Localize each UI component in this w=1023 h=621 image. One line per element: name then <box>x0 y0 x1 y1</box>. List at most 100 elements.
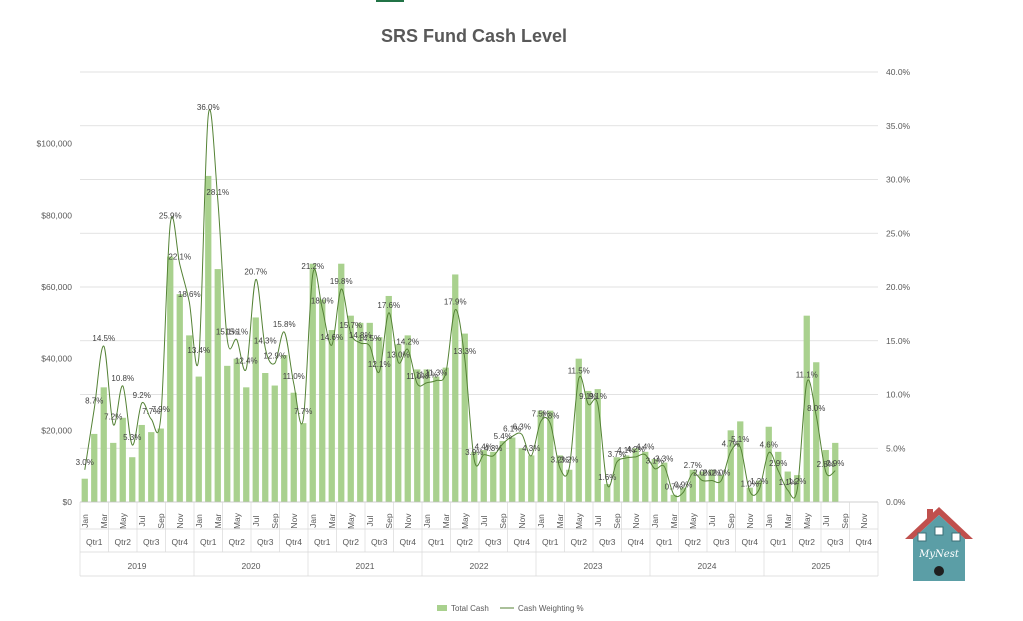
x-quarter-label: Qtr3 <box>713 537 730 547</box>
data-label-cash-weighting: 2.8% <box>817 460 835 469</box>
y-right-tick-label: 0.0% <box>886 497 906 507</box>
bar-total-cash <box>148 432 155 502</box>
bar-total-cash <box>699 471 706 502</box>
bar-total-cash <box>613 457 620 502</box>
y-right-tick-label: 15.0% <box>886 336 911 346</box>
data-label-cash-weighting: 14.6% <box>320 333 343 342</box>
bar-total-cash <box>566 469 573 502</box>
bar-total-cash <box>423 369 430 502</box>
bar-total-cash <box>262 373 269 502</box>
bar-total-cash <box>518 448 525 502</box>
data-label-cash-weighting: 7.5% <box>532 409 550 418</box>
bar-total-cash <box>328 330 335 502</box>
data-label-cash-weighting: 8.7% <box>85 396 103 405</box>
x-month-label: Jan <box>308 514 318 528</box>
x-month-label: Mar <box>555 514 565 529</box>
bar-total-cash <box>347 315 354 502</box>
data-label-cash-weighting: 7.9% <box>152 405 170 414</box>
x-month-label: May <box>346 512 356 529</box>
bar-total-cash <box>737 421 744 502</box>
legend-label-total-cash: Total Cash <box>451 604 489 613</box>
data-label-cash-weighting: 1.1% <box>779 478 797 487</box>
x-month-label: Sep <box>270 513 280 528</box>
x-month-label: Jul <box>593 515 603 526</box>
x-quarter-label: Qtr2 <box>798 537 815 547</box>
y-right-tick-label: 35.0% <box>886 121 911 131</box>
x-quarter-label: Qtr3 <box>599 537 616 547</box>
y-right-tick-label: 30.0% <box>886 175 911 185</box>
x-quarter-label: Qtr1 <box>314 537 331 547</box>
data-label-cash-weighting: 4.7% <box>722 439 740 448</box>
series-line-cash-weighting <box>84 109 836 499</box>
x-quarter-label: Qtr1 <box>428 537 445 547</box>
bar-total-cash <box>404 335 411 502</box>
data-label-cash-weighting: 4.1% <box>617 446 635 455</box>
bar-total-cash <box>81 478 88 502</box>
bar-total-cash <box>832 442 839 502</box>
data-label-cash-weighting: 15.7% <box>339 321 362 330</box>
bar-total-cash <box>452 274 459 502</box>
x-month-label: Nov <box>745 513 755 529</box>
data-label-cash-weighting: 9.2% <box>133 391 151 400</box>
x-month-label: Jan <box>422 514 432 528</box>
bar-total-cash <box>300 423 307 502</box>
bar-total-cash <box>670 494 677 502</box>
x-month-label: Jul <box>479 515 489 526</box>
bar-total-cash <box>110 442 117 502</box>
x-month-label: Jul <box>821 515 831 526</box>
data-label-cash-weighting: 11.0% <box>283 372 305 381</box>
x-quarter-label: Qtr4 <box>171 537 188 547</box>
x-month-label: May <box>688 512 698 529</box>
bar-total-cash <box>214 269 221 502</box>
bar-total-cash <box>281 355 288 502</box>
bar-total-cash <box>708 469 715 502</box>
data-label-cash-weighting: 14.5% <box>92 334 115 343</box>
legend-swatch-total-cash <box>437 605 447 611</box>
bar-total-cash <box>604 484 611 502</box>
data-label-cash-weighting: 13.0% <box>387 350 410 359</box>
line-cash-weighting <box>84 109 836 499</box>
bar-total-cash <box>471 451 478 502</box>
bar-total-cash <box>680 487 687 502</box>
x-month-label: Mar <box>783 514 793 529</box>
bar-total-cash <box>243 387 250 502</box>
bar-total-cash <box>547 410 554 502</box>
x-month-label: May <box>802 512 812 529</box>
data-label-cash-weighting: 11.0% <box>406 372 428 381</box>
x-month-label: Jul <box>137 515 147 526</box>
data-label-cash-weighting: 9.1% <box>589 392 607 401</box>
y-axis-right: 0.0% 5.0% 10.0% 15.0% 20.0% 25.0% 30.0% 35.0% 40… <box>886 67 911 507</box>
x-month-label: May <box>232 512 242 529</box>
bar-total-cash <box>224 365 231 502</box>
x-quarter-label: Qtr3 <box>371 537 388 547</box>
bar-total-cash <box>784 471 791 502</box>
bar-total-cash <box>689 469 696 502</box>
data-label-cash-weighting: 1.2% <box>788 477 806 486</box>
data-label-cash-weighting: 10.8% <box>111 374 134 383</box>
bar-total-cash <box>490 451 497 502</box>
bar-total-cash <box>100 387 107 502</box>
data-label-cash-weighting: 14.5% <box>358 334 381 343</box>
data-label-cash-weighting: 7.7% <box>142 407 160 416</box>
bar-total-cash <box>651 459 658 502</box>
data-label-cash-weighting: 20.7% <box>244 267 267 276</box>
y-axis-left: $0 $20,000 $40,000 $60,000 $80,000 $100,000 <box>37 139 73 507</box>
data-label-cash-weighting: 3.1% <box>646 457 664 466</box>
bar-total-cash <box>357 322 364 502</box>
bar-total-cash <box>252 317 259 502</box>
bar-total-cash <box>385 295 392 502</box>
data-label-cash-weighting: 14.8% <box>349 331 372 340</box>
bar-total-cash <box>433 376 440 502</box>
data-label-cash-weighting: 2.0% <box>693 469 711 478</box>
bar-total-cash <box>271 385 278 502</box>
data-label-cash-weighting: 9.1% <box>579 392 597 401</box>
data-label-cash-weighting: 11.1% <box>416 371 438 380</box>
legend: Total Cash Cash Weighting % <box>437 604 584 613</box>
x-year-label: 2021 <box>356 561 375 571</box>
bars-total-cash <box>81 175 839 502</box>
data-label-cash-weighting: 19.8% <box>330 277 353 286</box>
x-quarter-label: Qtr2 <box>570 537 587 547</box>
data-label-cash-weighting: 1.0% <box>741 479 759 488</box>
y-right-tick-label: 5.0% <box>886 443 906 453</box>
